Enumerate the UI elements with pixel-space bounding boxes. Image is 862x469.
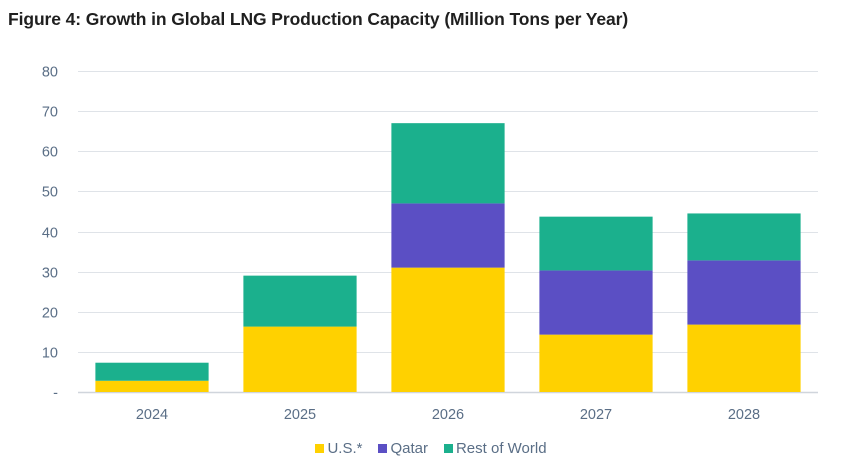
bar-stack-2025 [243, 275, 357, 392]
legend: U.S.* Qatar Rest of World [0, 440, 862, 457]
bar-2026-rest-of-world [391, 123, 505, 204]
bar-stack-2028 [687, 213, 801, 392]
legend-item: Qatar [378, 440, 428, 457]
bar-2028-qatar [687, 260, 801, 325]
bar-2025-rest-of-world [243, 275, 357, 327]
y-tick-label: 30 [42, 266, 58, 282]
bar-stack-2027 [539, 216, 653, 392]
bar-2027-rest-of-world [539, 216, 653, 271]
y-tick-label: 20 [42, 306, 58, 322]
bar-2024-u-s [95, 380, 209, 392]
y-tick-label: 60 [42, 145, 58, 161]
y-tick-label: 80 [42, 65, 58, 81]
x-tick-label: 2028 [728, 407, 760, 423]
bars [95, 123, 801, 392]
bar-2026-qatar [391, 203, 505, 268]
legend-label: U.S.* [327, 440, 363, 457]
legend-item: U.S.* [315, 440, 362, 457]
bar-2027-u-s [539, 334, 653, 392]
legend-swatch [443, 444, 453, 453]
y-tick-label: 40 [42, 226, 58, 242]
bar-2028-rest-of-world [687, 213, 801, 261]
legend-label: Rest of World [455, 440, 547, 457]
x-tick-label: 2027 [580, 407, 612, 423]
chart-title: Figure 4: Growth in Global LNG Productio… [8, 9, 629, 29]
legend-item: Rest of World [443, 440, 547, 457]
bar-2026-u-s [391, 267, 505, 392]
x-tick-label: 2024 [136, 407, 168, 423]
legend-swatch [378, 444, 388, 453]
legend-label: Qatar [390, 440, 428, 457]
bar-2028-u-s [687, 324, 801, 392]
y-tick-label: 10 [42, 346, 58, 362]
legend-swatch [315, 444, 325, 453]
y-tick-label: - [53, 386, 58, 402]
y-tick-label: 70 [42, 105, 58, 121]
bar-2024-rest-of-world [95, 362, 209, 381]
x-tick-label: 2026 [432, 407, 464, 423]
y-axis-tick-labels: - 10 20 30 40 50 60 70 80 [42, 65, 58, 402]
x-tick-label: 2025 [284, 407, 316, 423]
bar-stack-2024 [95, 362, 209, 392]
bar-stack-2026 [391, 123, 505, 392]
y-tick-label: 50 [42, 185, 58, 201]
x-axis-tick-labels: 2024 2025 2026 2027 2028 [136, 407, 760, 423]
bar-2027-qatar [539, 270, 653, 335]
bar-2025-u-s [243, 326, 357, 392]
